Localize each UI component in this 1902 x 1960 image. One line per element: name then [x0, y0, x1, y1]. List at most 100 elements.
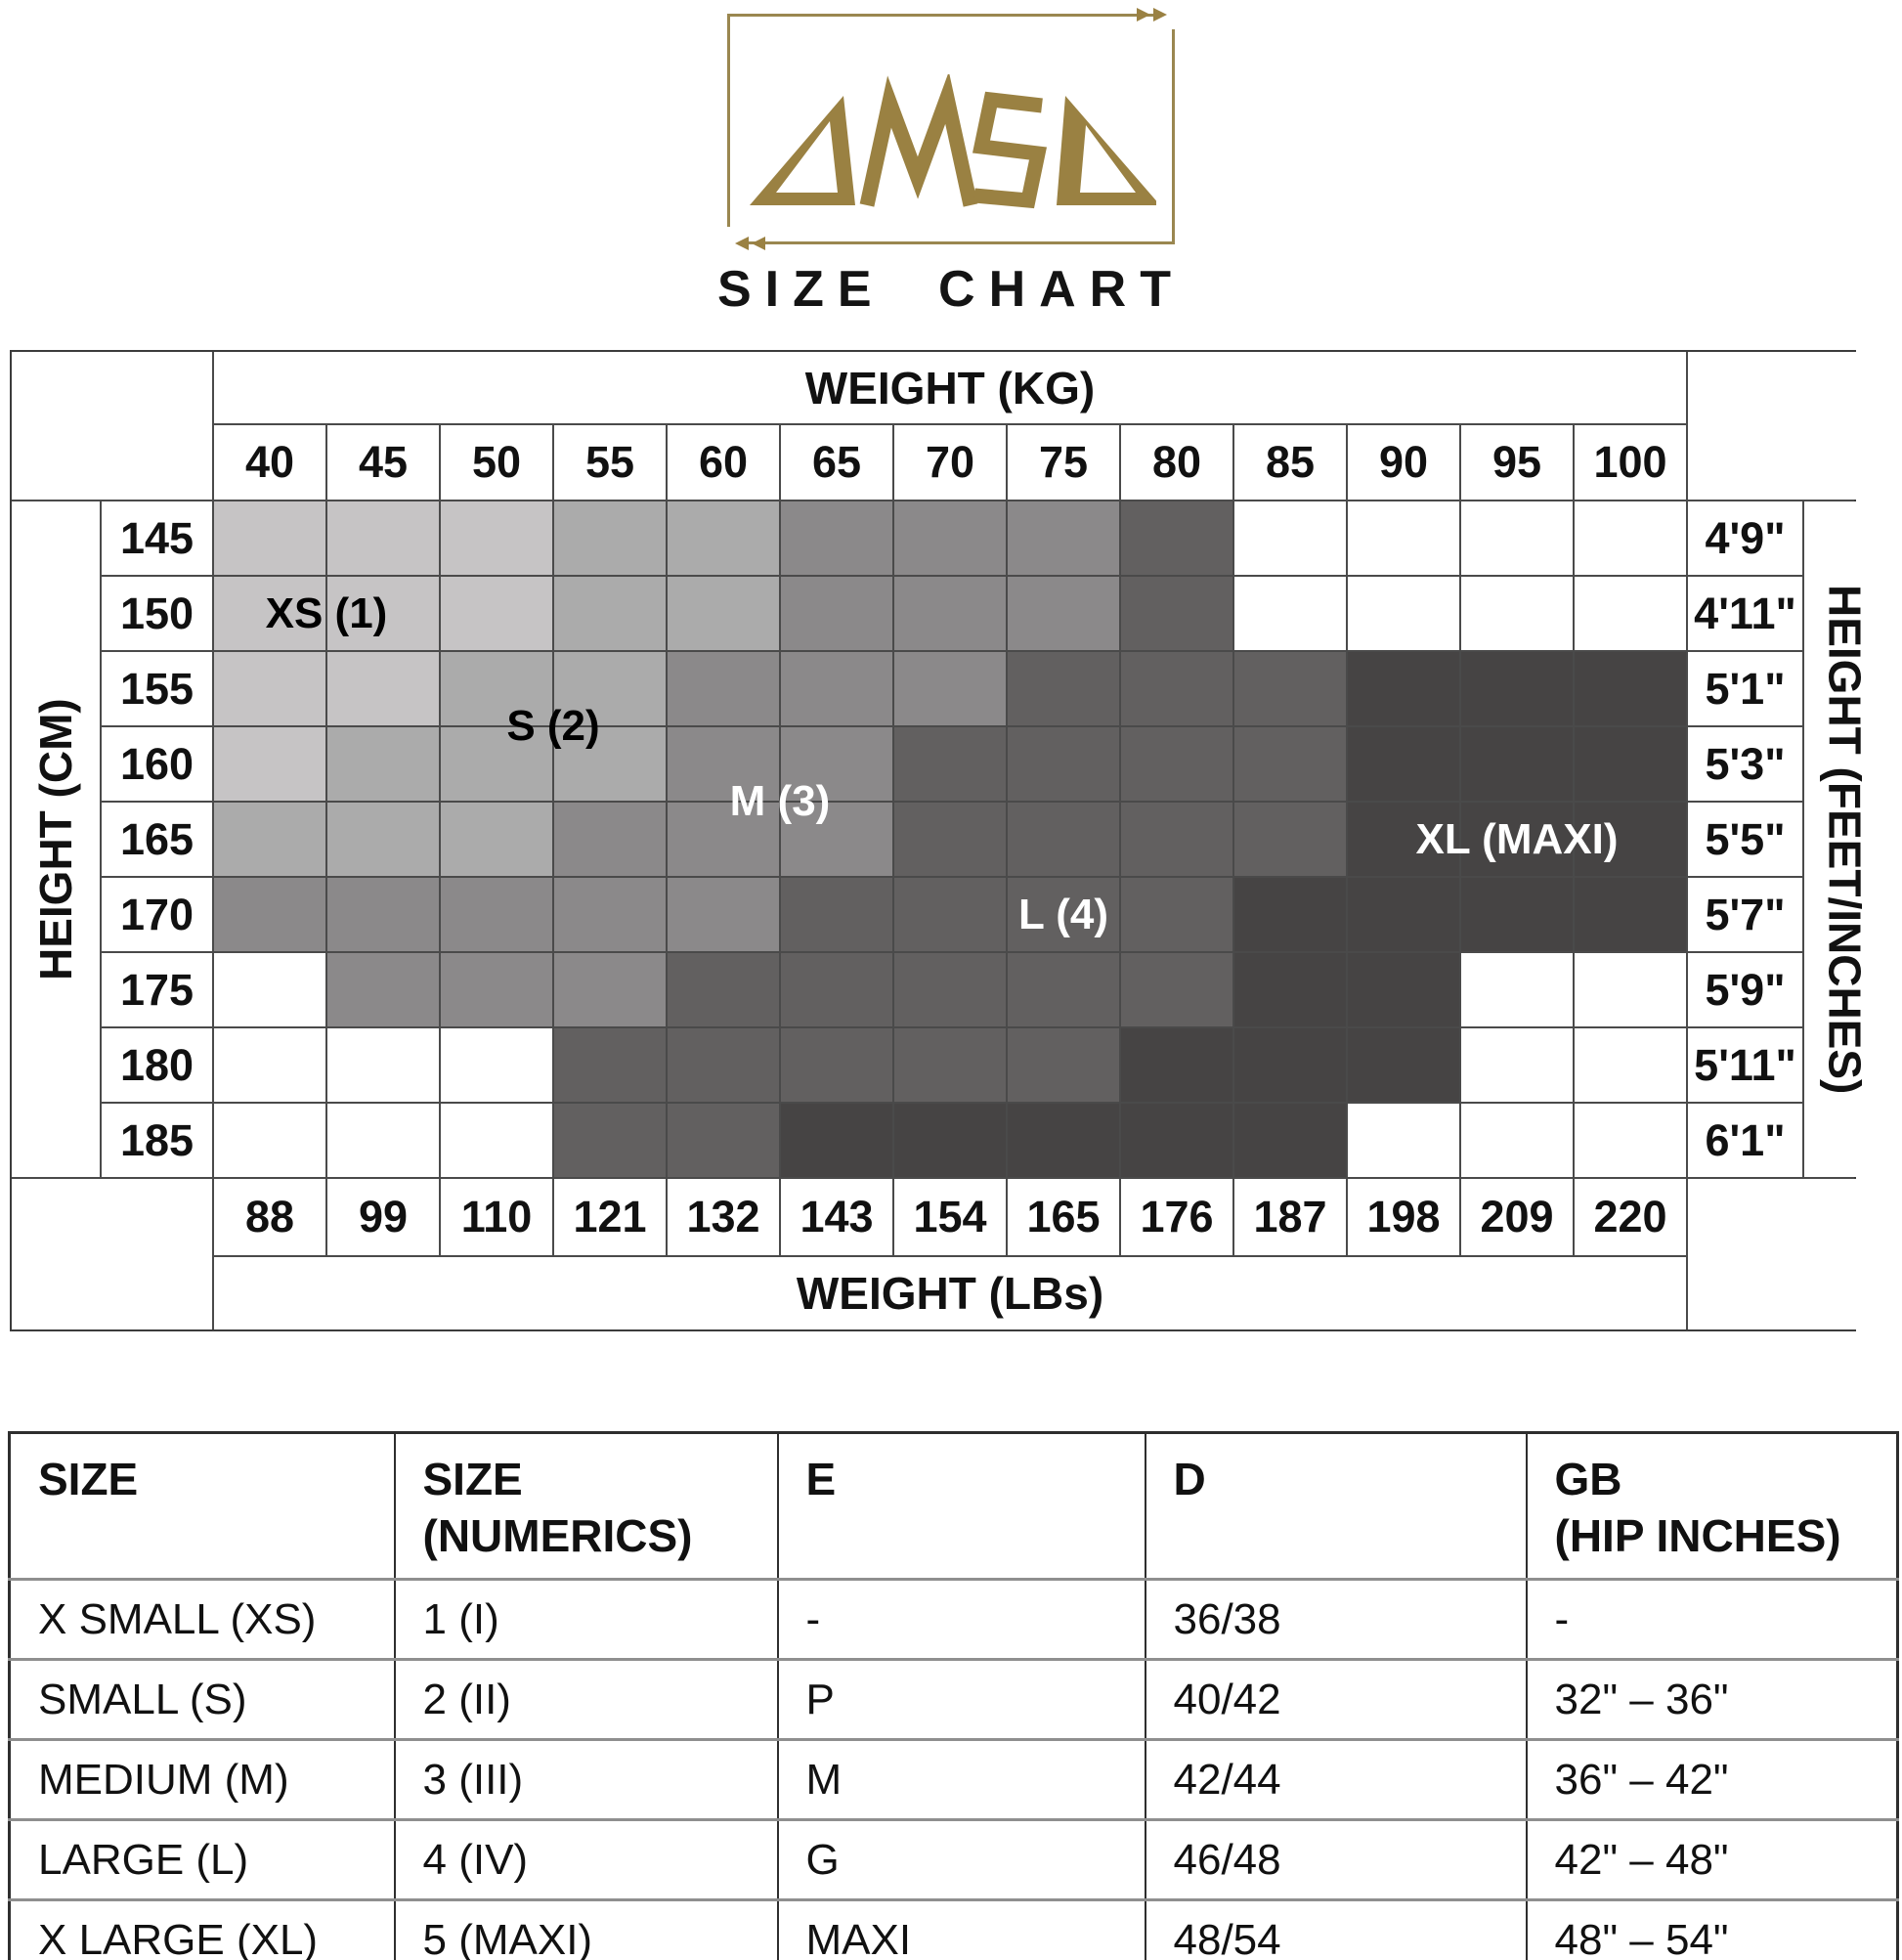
grid-corner-bottom-right	[1688, 1179, 1885, 1329]
table-cell: 46/48	[1144, 1818, 1527, 1900]
table-cell: 42/44	[1144, 1738, 1527, 1820]
logo-border-right	[1172, 29, 1175, 244]
grid-cell	[1575, 577, 1686, 650]
grid-cell	[894, 1028, 1006, 1102]
cm-value: 170	[102, 878, 212, 951]
grid-cell	[668, 652, 779, 725]
grid-cell	[1348, 1104, 1459, 1177]
grid-cell	[894, 577, 1006, 650]
grid-cell	[554, 1028, 666, 1102]
table-row: LARGE (L) 4 (IV) G 46/48 42" – 48"	[8, 1818, 1898, 1900]
grid-cell	[1348, 878, 1459, 951]
grid-cell	[441, 727, 552, 801]
table-cell: MAXI	[776, 1898, 1146, 1960]
grid-cell	[1461, 878, 1573, 951]
grid-cell	[1348, 501, 1459, 575]
grid-cell	[1234, 1028, 1346, 1102]
grid-cell	[327, 803, 439, 876]
grid-cell	[668, 878, 779, 951]
grid-cell	[1348, 953, 1459, 1026]
grid-cell	[1575, 652, 1686, 725]
grid-cell	[1121, 953, 1232, 1026]
table-row: X LARGE (XL) 5 (MAXI) MAXI 48/54 48" – 54"	[8, 1898, 1898, 1960]
kg-value: 70	[894, 425, 1006, 500]
grid-cell	[327, 953, 439, 1026]
ftin-value: 5'1"	[1688, 652, 1802, 725]
table-header: SIZE	[8, 1432, 395, 1580]
grid-cell	[781, 1028, 892, 1102]
page-title: SIZE CHART	[717, 261, 1185, 318]
table-cell: 42" – 48"	[1525, 1818, 1898, 1900]
cm-value: 145	[102, 501, 212, 575]
grid-cell	[441, 803, 552, 876]
grid-cell	[327, 727, 439, 801]
table-cell: 48" – 54"	[1525, 1898, 1898, 1960]
grid-cell	[554, 577, 666, 650]
grid-cell	[1461, 577, 1573, 650]
grid-cell	[894, 727, 1006, 801]
table-header: SIZE (NUMERICS)	[393, 1432, 778, 1580]
grid-cell	[1575, 803, 1686, 876]
grid-cell	[781, 652, 892, 725]
grid-cell	[1575, 501, 1686, 575]
grid-cell	[1234, 878, 1346, 951]
table-cell: 40/42	[1144, 1658, 1527, 1740]
grid-cell	[1234, 727, 1346, 801]
size-conversion-table: SIZE SIZE (NUMERICS) E D GB (HIP INCHES) X SM…	[8, 1431, 1899, 1960]
lbs-value: 198	[1348, 1179, 1459, 1255]
grid-cell	[554, 878, 666, 951]
grid-cell	[894, 953, 1006, 1026]
grid-cell	[214, 501, 325, 575]
table-cell: 3 (III)	[393, 1738, 778, 1820]
grid-cell	[214, 1028, 325, 1102]
grid-cell	[1348, 803, 1459, 876]
grid-corner-bottom-left	[12, 1179, 212, 1329]
grid-cell	[441, 953, 552, 1026]
grid-cell	[327, 577, 439, 650]
grid-cell	[1575, 878, 1686, 951]
grid-cell	[327, 1028, 439, 1102]
grid-cell	[1575, 727, 1686, 801]
grid-cell	[441, 878, 552, 951]
table-cell: -	[776, 1578, 1146, 1660]
cm-value: 155	[102, 652, 212, 725]
table-cell: 36" – 42"	[1525, 1738, 1898, 1820]
ftin-value: 5'7"	[1688, 878, 1802, 951]
kg-value: 55	[554, 425, 666, 500]
grid-cell	[441, 501, 552, 575]
grid-cell	[327, 501, 439, 575]
grid-cell	[1234, 803, 1346, 876]
table-cell: LARGE (L)	[8, 1818, 395, 1900]
grid-cell	[1008, 1028, 1119, 1102]
grid-cell	[441, 1104, 552, 1177]
kg-value: 75	[1008, 425, 1119, 500]
grid-cell	[1008, 727, 1119, 801]
kg-value: 85	[1234, 425, 1346, 500]
table-cell: 4 (IV)	[393, 1818, 778, 1900]
ftin-value: 5'3"	[1688, 727, 1802, 801]
table-header: D	[1144, 1432, 1527, 1580]
ftin-value: 5'9"	[1688, 953, 1802, 1026]
grid-cell	[214, 652, 325, 725]
grid-cell	[214, 727, 325, 801]
grid-cell	[1121, 652, 1232, 725]
grid-cell	[327, 878, 439, 951]
grid-cell	[1121, 803, 1232, 876]
grid-cell	[214, 953, 325, 1026]
grid-cell	[894, 1104, 1006, 1177]
kg-value: 50	[441, 425, 552, 500]
lbs-value: 99	[327, 1179, 439, 1255]
lbs-value: 176	[1121, 1179, 1232, 1255]
grid-cell	[668, 803, 779, 876]
grid-cell	[1008, 878, 1119, 951]
grid-cell	[1008, 652, 1119, 725]
grid-cell	[1121, 878, 1232, 951]
lbs-value: 209	[1461, 1179, 1573, 1255]
grid-cell	[1461, 1028, 1573, 1102]
grid-cell	[668, 501, 779, 575]
table-header: E	[776, 1432, 1146, 1580]
lbs-value: 121	[554, 1179, 666, 1255]
omsa-logo	[727, 8, 1175, 250]
logo-arrows-bottom-left-icon	[735, 237, 765, 250]
